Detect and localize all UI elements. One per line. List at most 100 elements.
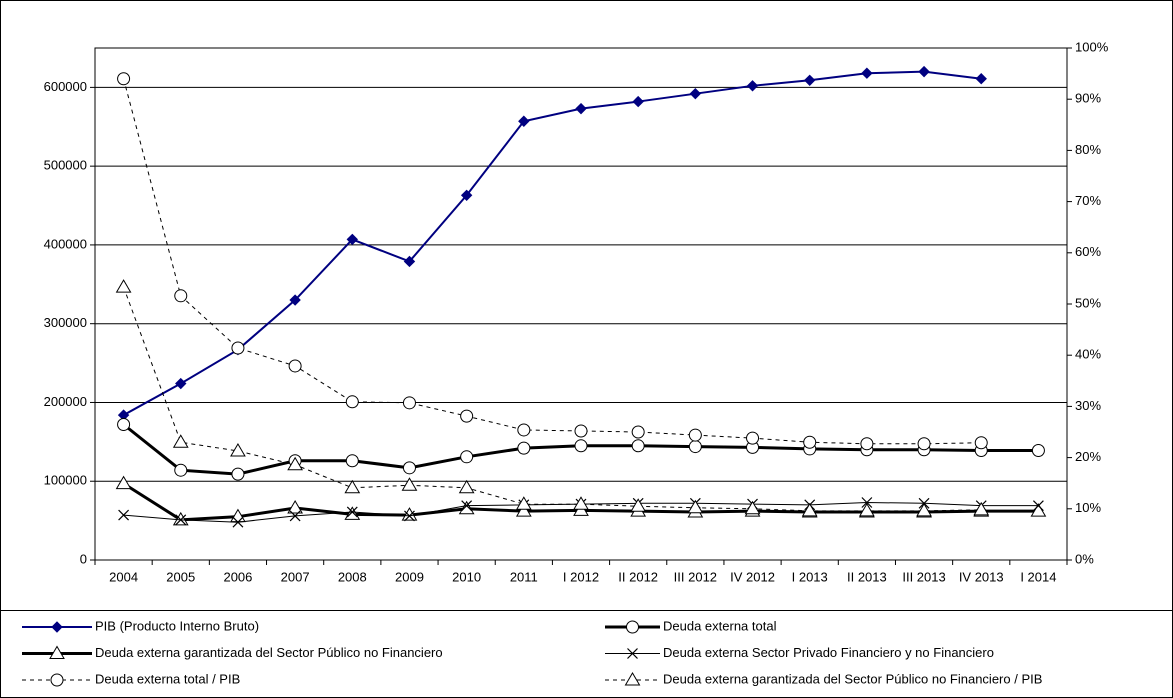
legend-label: Deuda externa Sector Privado Financiero … xyxy=(663,645,994,660)
data-point xyxy=(460,409,474,423)
legend-label: Deuda externa total xyxy=(663,618,777,633)
data-point xyxy=(688,428,702,442)
legend-marker xyxy=(50,673,64,687)
legend-marker xyxy=(624,672,641,686)
data-point xyxy=(232,516,244,528)
data-point xyxy=(231,467,245,481)
data-point xyxy=(345,454,359,468)
data-point xyxy=(458,479,475,494)
y2-tick-label: 0% xyxy=(1075,551,1094,566)
data-point xyxy=(916,502,932,517)
data-point xyxy=(860,437,874,451)
x-tick-label: II 2012 xyxy=(618,569,658,584)
data-point xyxy=(803,74,816,87)
legend-marker xyxy=(51,621,63,633)
series-line xyxy=(123,286,982,512)
y2-tick-label: 10% xyxy=(1075,500,1101,515)
data-point xyxy=(518,115,530,127)
y-tick-label: 100000 xyxy=(44,473,87,488)
x-tick-label: 2011 xyxy=(510,569,538,584)
data-point xyxy=(118,509,130,521)
y2-tick-label: 50% xyxy=(1075,295,1101,310)
data-point xyxy=(460,189,473,202)
x-tick-label: 2008 xyxy=(338,569,367,584)
data-point xyxy=(404,510,415,522)
data-point xyxy=(287,500,303,514)
data-point xyxy=(172,511,189,526)
y2-tick-label: 40% xyxy=(1075,347,1101,362)
data-point xyxy=(289,294,301,306)
data-point xyxy=(117,72,131,86)
x-tick-label: III 2013 xyxy=(902,569,945,584)
y-tick-label: 400000 xyxy=(44,236,87,251)
data-point xyxy=(460,450,474,464)
data-point xyxy=(174,289,188,303)
x-tick-label: 2005 xyxy=(166,569,195,584)
x-tick-label: 2006 xyxy=(223,569,252,584)
data-point xyxy=(402,461,416,475)
data-point xyxy=(1030,503,1047,517)
data-point xyxy=(401,477,418,491)
data-point xyxy=(746,80,759,92)
y2-tick-label: 70% xyxy=(1075,193,1101,208)
x-tick-label: I 2012 xyxy=(563,569,599,584)
data-point xyxy=(861,67,873,79)
data-point xyxy=(346,506,358,518)
data-point xyxy=(973,501,990,516)
y-tick-label: 500000 xyxy=(44,158,87,173)
data-point xyxy=(918,65,930,78)
y-tick-label: 600000 xyxy=(44,79,87,94)
legend-label: Deuda externa garantizada del Sector Púb… xyxy=(663,671,1042,686)
data-point xyxy=(574,439,588,453)
data-point xyxy=(1031,444,1045,458)
data-point xyxy=(573,496,589,510)
x-tick-label: 2004 xyxy=(109,569,138,584)
data-point xyxy=(801,502,818,517)
y-tick-label: 300000 xyxy=(44,315,87,330)
y-tick-label: 0 xyxy=(80,551,87,566)
data-point xyxy=(231,341,245,355)
data-point xyxy=(575,102,587,115)
data-point xyxy=(1032,500,1044,512)
data-point xyxy=(175,377,187,390)
data-point xyxy=(746,431,760,445)
data-point xyxy=(687,499,704,514)
data-point xyxy=(289,510,301,522)
data-point xyxy=(515,503,532,517)
data-point xyxy=(574,424,588,438)
data-point xyxy=(517,441,531,455)
x-tick-label: IV 2013 xyxy=(959,569,1004,584)
data-point xyxy=(631,425,645,439)
legend-label: Deuda externa garantizada del Sector Púb… xyxy=(95,645,443,660)
y2-tick-label: 30% xyxy=(1075,398,1101,413)
data-point xyxy=(230,442,246,457)
y2-tick-label: 60% xyxy=(1075,244,1101,259)
data-point xyxy=(688,440,702,454)
data-point xyxy=(117,418,131,432)
legend-marker xyxy=(49,645,65,659)
data-point xyxy=(917,437,931,451)
data-point xyxy=(174,463,188,477)
x-tick-label: 2009 xyxy=(395,569,424,584)
data-point xyxy=(287,456,303,471)
y2-tick-label: 80% xyxy=(1075,142,1101,157)
data-point xyxy=(344,506,361,520)
y2-tick-label: 100% xyxy=(1075,39,1109,54)
legend-label: PIB (Producto Interno Bruto) xyxy=(95,618,259,633)
data-point xyxy=(345,395,359,409)
data-point xyxy=(403,255,416,268)
data-point xyxy=(861,497,873,508)
y2-tick-label: 90% xyxy=(1075,91,1101,106)
data-point xyxy=(744,500,761,515)
data-point xyxy=(175,514,187,526)
series-line xyxy=(123,78,982,445)
data-point xyxy=(402,396,416,410)
x-tick-label: I 2013 xyxy=(792,569,828,584)
data-point xyxy=(346,233,359,246)
x-tick-label: II 2013 xyxy=(847,569,887,584)
legend-label: Deuda externa total / PIB xyxy=(95,671,240,686)
x-tick-label: 2007 xyxy=(281,569,310,584)
series-line xyxy=(123,70,982,416)
data-point xyxy=(974,436,988,450)
data-point xyxy=(515,496,532,510)
